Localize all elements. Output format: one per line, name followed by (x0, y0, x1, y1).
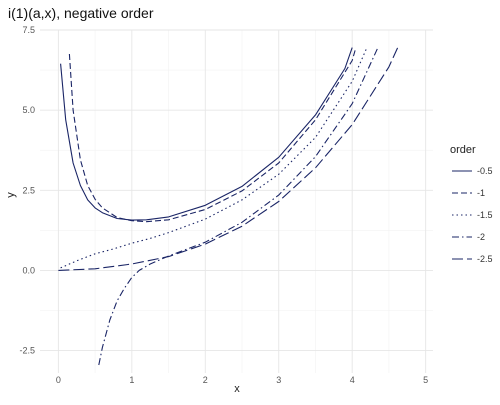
y-tick-label: 2.5 (22, 185, 35, 195)
x-axis-title: x (234, 383, 240, 395)
y-tick-label: 5.0 (22, 105, 35, 115)
x-axis-ticks: 0 1 2 3 4 5 (56, 375, 428, 385)
legend-label: -1 (477, 188, 485, 198)
y-tick-label: 0.0 (22, 265, 35, 275)
x-tick-label: 3 (276, 375, 281, 385)
legend-label: -0.5 (477, 166, 493, 176)
chart-title: i(1)(a,x), negative order (8, 5, 154, 21)
legend-label: -2 (477, 232, 485, 242)
legend-title: order (450, 144, 476, 156)
legend-items: -0.5 -1 -1.5 -2 -2.5 (452, 166, 493, 264)
legend-label: -1.5 (477, 210, 493, 220)
series-line (60, 47, 368, 269)
x-tick-label: 5 (423, 375, 428, 385)
series-line (60, 47, 353, 221)
series-line (98, 47, 379, 366)
series-group (58, 47, 399, 366)
y-tick-label: 7.5 (22, 25, 35, 35)
x-tick-label: 2 (203, 375, 208, 385)
series-line (58, 47, 399, 271)
x-tick-label: 4 (350, 375, 355, 385)
legend-label: -2.5 (477, 254, 493, 264)
y-tick-label: -2.5 (19, 346, 35, 356)
y-axis-ticks: -2.5 0.0 2.5 5.0 7.5 (19, 25, 35, 356)
y-axis-title: y (5, 192, 17, 198)
x-tick-label: 0 (56, 375, 61, 385)
x-tick-label: 1 (129, 375, 134, 385)
series-line (68, 47, 357, 223)
legend: order -0.5 -1 -1.5 -2 -2.5 (450, 144, 493, 264)
